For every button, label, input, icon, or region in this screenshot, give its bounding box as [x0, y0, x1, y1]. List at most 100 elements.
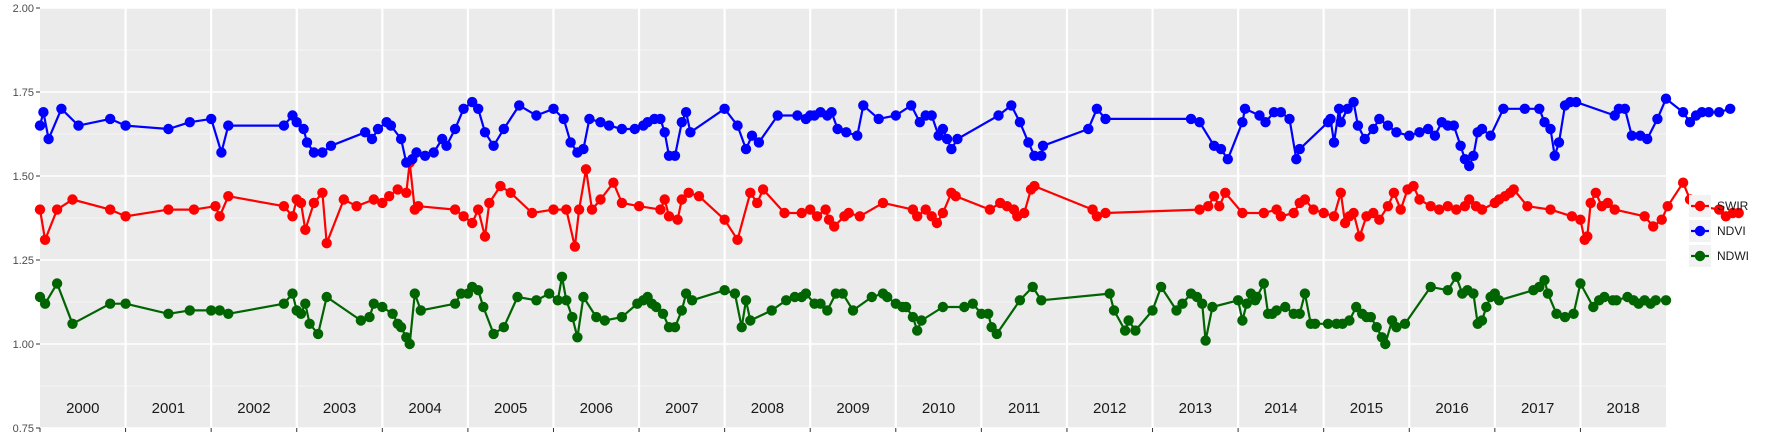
data-point-swir	[300, 224, 311, 235]
data-point-ndwi	[1271, 305, 1282, 316]
data-point-swir	[1677, 177, 1689, 188]
data-point-ndvi	[360, 127, 371, 138]
data-point-ndvi	[1348, 96, 1359, 108]
year-label: 2006	[580, 400, 613, 417]
data-point-ndvi	[1037, 140, 1049, 151]
series-line-ndwi	[39, 275, 1666, 346]
data-point-ndwi	[967, 298, 978, 309]
data-point-ndvi	[1325, 113, 1336, 125]
data-point-swir	[473, 204, 484, 215]
data-point-swir	[449, 204, 461, 215]
data-point-ndvi	[1391, 127, 1402, 138]
data-point-ndwi	[669, 322, 681, 333]
data-point-ndwi	[736, 322, 747, 333]
data-point-ndwi	[912, 325, 923, 336]
data-point-ndwi	[1309, 318, 1321, 329]
data-point-ndvi	[1222, 154, 1234, 165]
data-point-swir	[495, 180, 506, 192]
y-tick-label: 0.75	[13, 423, 34, 435]
data-point-ndwi	[983, 308, 994, 319]
y-tick-label: 1.25	[13, 255, 34, 267]
data-point-swir	[368, 194, 379, 205]
data-point-ndvi	[685, 127, 696, 138]
data-point-ndwi	[184, 305, 195, 316]
data-point-ndvi	[603, 120, 615, 131]
data-point-ndwi	[488, 328, 499, 340]
data-point-ndvi	[1254, 110, 1265, 121]
data-point-ndvi	[1335, 117, 1347, 128]
data-point-ndvi	[449, 123, 461, 135]
data-point-ndvi	[1260, 117, 1271, 128]
year-label: 2010	[922, 400, 955, 417]
data-point-ndvi	[1328, 137, 1340, 148]
data-point-swir	[1354, 231, 1365, 242]
data-point-ndwi	[1123, 315, 1134, 326]
data-point-ndwi	[105, 298, 116, 309]
data-point-ndwi	[1539, 275, 1550, 286]
year-label: 2015	[1350, 400, 1383, 417]
data-point-ndwi	[163, 308, 174, 319]
data-point-ndwi	[1442, 285, 1454, 296]
data-point-ndwi	[1365, 311, 1377, 323]
data-point-ndvi	[595, 117, 606, 128]
data-point-ndwi	[552, 295, 563, 306]
data-point-ndvi	[937, 123, 949, 135]
data-point-swir	[351, 201, 362, 212]
legend-label-ndwi: NDWI	[1717, 249, 1749, 263]
data-point-ndwi	[1451, 271, 1462, 282]
data-point-ndwi	[578, 291, 589, 303]
data-point-swir	[377, 197, 388, 209]
data-point-ndvi	[1352, 120, 1364, 131]
year-label: 2017	[1521, 400, 1554, 417]
data-point-ndvi	[1006, 100, 1017, 111]
data-point-ndwi	[719, 285, 730, 296]
data-point-swir	[580, 164, 592, 175]
data-point-swir	[278, 201, 290, 212]
data-point-ndvi	[669, 150, 681, 161]
data-point-ndwi	[1575, 278, 1586, 289]
data-point-swir	[805, 204, 816, 215]
data-point-ndvi	[1333, 103, 1345, 115]
data-point-ndvi	[1100, 113, 1111, 125]
data-point-swir	[1100, 207, 1111, 219]
data-point-ndwi	[287, 288, 298, 299]
data-point-ndwi	[1108, 305, 1120, 316]
data-point-swir	[931, 217, 943, 229]
data-point-ndwi	[214, 305, 225, 316]
data-point-swir	[608, 177, 619, 188]
data-point-swir	[1508, 184, 1519, 195]
data-point-ndvi	[584, 113, 595, 125]
data-point-ndwi	[1147, 305, 1158, 316]
data-point-ndwi	[729, 288, 741, 299]
data-point-ndvi	[1468, 150, 1479, 161]
data-point-ndvi	[1239, 103, 1251, 115]
data-point-ndvi	[740, 143, 752, 155]
data-point-ndvi	[1422, 123, 1434, 135]
data-point-ndwi	[847, 305, 859, 316]
data-point-ndwi	[223, 308, 234, 319]
data-point-ndvi	[1215, 143, 1227, 155]
data-point-ndwi	[368, 298, 379, 309]
data-point-ndvi	[298, 123, 309, 135]
data-point-ndwi	[1399, 318, 1411, 329]
data-point-swir	[950, 191, 961, 202]
data-point-ndvi	[105, 113, 116, 125]
data-point-swir	[413, 201, 424, 212]
data-point-ndwi	[815, 298, 826, 309]
data-point-swir	[573, 204, 585, 215]
data-point-swir	[719, 214, 730, 225]
year-labels: 2000 2001 2002 2003 2004 2005 2006 2007 2008 2009…	[66, 400, 1640, 417]
data-point-swir	[526, 207, 538, 219]
year-label: 2013	[1179, 400, 1212, 417]
data-point-ndvi	[34, 120, 46, 131]
data-point-ndvi	[1275, 107, 1287, 118]
data-point-ndvi	[1083, 123, 1094, 135]
data-point-ndvi	[719, 103, 730, 115]
data-point-ndvi	[366, 133, 378, 145]
data-point-ndvi	[1684, 117, 1696, 128]
data-point-ndwi	[1036, 295, 1047, 306]
data-point-swir	[1203, 201, 1214, 212]
data-point-ndwi	[959, 301, 970, 313]
data-point-ndvi	[1539, 117, 1550, 128]
data-point-ndvi	[565, 137, 576, 148]
